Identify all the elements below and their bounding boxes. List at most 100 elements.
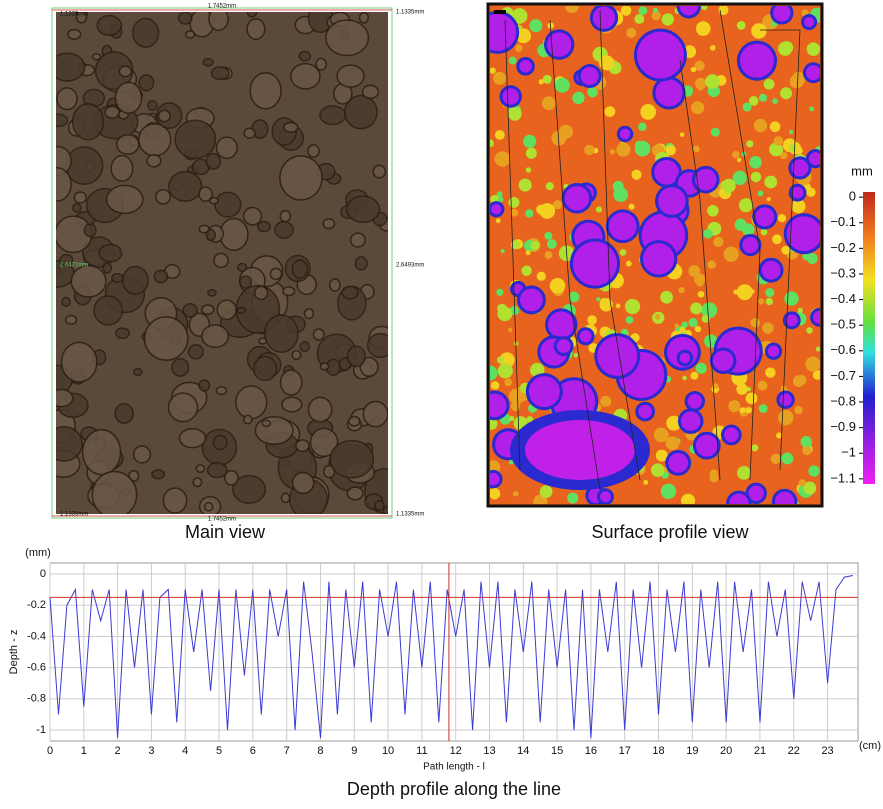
pit — [520, 288, 543, 312]
pit — [118, 65, 133, 78]
spot — [802, 252, 811, 261]
depth-line — [49, 575, 853, 738]
x-tick-label: 0 — [47, 745, 53, 757]
x-tick-label: 16 — [585, 745, 597, 757]
spot — [497, 363, 513, 379]
y-tick-label: -0.8 — [27, 693, 46, 705]
spot — [780, 152, 788, 160]
spot — [742, 102, 752, 112]
profile-line — [504, 19, 521, 471]
y-tick-label: 0 — [40, 568, 46, 580]
spot — [568, 291, 580, 303]
x-tick-label: 1 — [81, 745, 87, 757]
x-tick-label: 13 — [483, 745, 495, 757]
pit — [786, 216, 820, 252]
spot — [745, 406, 752, 414]
spot — [525, 147, 537, 159]
pit — [83, 223, 97, 238]
spot — [777, 214, 787, 223]
spot — [712, 383, 719, 389]
pit — [261, 419, 272, 428]
pit — [132, 17, 160, 48]
pit — [323, 464, 336, 479]
pit — [64, 314, 78, 325]
spot — [749, 289, 755, 294]
spot — [707, 260, 716, 269]
spot — [713, 236, 724, 248]
spot — [760, 228, 768, 236]
spot — [521, 265, 532, 276]
pit — [307, 396, 333, 423]
pit — [215, 385, 228, 396]
spot — [678, 287, 685, 294]
pit — [322, 218, 336, 230]
pit — [146, 154, 162, 168]
pit — [345, 195, 381, 224]
spot — [494, 151, 511, 167]
spot — [529, 19, 543, 33]
spot — [695, 77, 707, 90]
spot — [769, 142, 784, 157]
spot — [523, 134, 537, 148]
pit — [249, 71, 282, 110]
pit — [279, 155, 323, 201]
pit — [341, 285, 359, 300]
spot — [795, 374, 807, 386]
spot — [808, 465, 820, 477]
pit — [56, 113, 69, 128]
spot — [705, 74, 720, 89]
spot — [690, 66, 697, 73]
pit — [224, 469, 239, 486]
pit — [114, 81, 143, 115]
colorbar-label: −0.5 — [830, 317, 856, 332]
colorbar — [863, 192, 875, 484]
pit — [98, 243, 123, 263]
pit — [195, 464, 206, 474]
pit — [358, 12, 370, 24]
spot — [490, 381, 500, 390]
pit — [59, 253, 74, 267]
colorbar-label: −0.7 — [830, 368, 856, 383]
x-tick-label: 4 — [182, 745, 188, 757]
pit — [303, 308, 315, 320]
pit — [608, 212, 637, 241]
pit — [254, 415, 294, 446]
pit — [779, 393, 792, 406]
spot — [600, 297, 608, 306]
spot — [494, 129, 505, 140]
pit — [298, 50, 312, 62]
y-tick-label: -0.2 — [27, 599, 46, 611]
pit — [519, 59, 532, 73]
spot — [778, 410, 794, 426]
spot — [732, 170, 747, 186]
pit — [658, 187, 686, 215]
spot — [536, 271, 546, 281]
pit — [362, 400, 388, 428]
y-tick-label: -1 — [36, 724, 46, 736]
pit — [219, 217, 249, 251]
spot — [806, 42, 820, 56]
pit — [548, 311, 575, 338]
x-tick-label: 8 — [317, 745, 323, 757]
spot — [736, 20, 746, 30]
spot — [595, 206, 603, 213]
pit — [263, 314, 299, 353]
spot — [738, 198, 753, 213]
pit — [361, 84, 380, 100]
spot — [803, 481, 817, 495]
spot — [693, 145, 700, 153]
spot — [748, 96, 759, 106]
pit — [580, 67, 599, 86]
pit — [354, 256, 368, 271]
colorbar-label: −0.4 — [830, 291, 856, 306]
pit — [203, 501, 214, 512]
pit — [528, 376, 560, 408]
spot — [572, 91, 585, 105]
pit — [102, 262, 113, 274]
spot — [770, 453, 781, 464]
colorbar-label: −0.6 — [830, 342, 856, 357]
spot — [625, 260, 632, 267]
spot — [508, 459, 514, 465]
spot — [704, 334, 718, 348]
pit — [291, 349, 302, 361]
